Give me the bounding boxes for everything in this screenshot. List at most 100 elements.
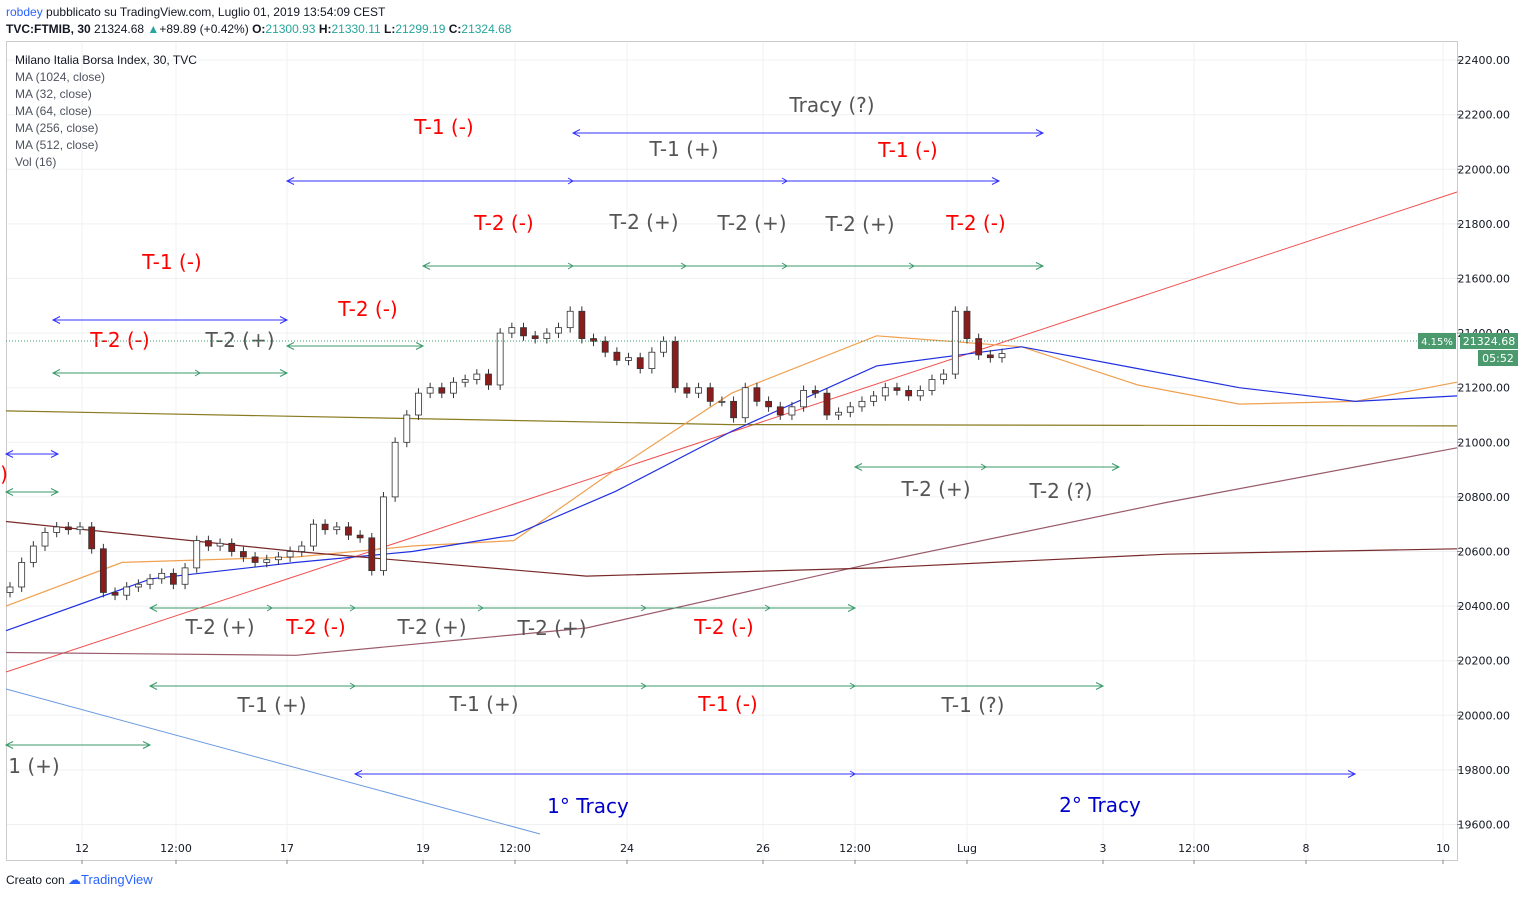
- arrow-head: [279, 369, 289, 377]
- candle-body: [963, 310, 971, 339]
- footer: Creato con ☁TradingView: [6, 872, 153, 888]
- candle: [263, 554, 271, 568]
- candle: [683, 382, 691, 399]
- candle: [99, 543, 107, 598]
- candle: [986, 350, 994, 363]
- annotation-label: T-1 (-): [697, 692, 758, 716]
- price-tick-label: 22400.00: [1458, 54, 1511, 67]
- arrow-head: [415, 342, 425, 350]
- arrow-head: [1111, 463, 1121, 471]
- arrow-head: [279, 316, 289, 324]
- candle: [461, 374, 469, 388]
- legend-item[interactable]: MA (512, close): [15, 138, 99, 152]
- candle-body: [88, 526, 96, 550]
- annotation-arrow: [571, 129, 1045, 137]
- candle-body: [695, 387, 702, 394]
- time-axis[interactable]: 12 12:00 17 19 12:00 24 26 12:00 Lug 3 12:00 8 10: [75, 842, 1450, 864]
- candle: [391, 437, 399, 502]
- annotation-label: T-2 (-): [693, 615, 754, 639]
- annotation-label: ): [0, 462, 8, 486]
- candles: [6, 306, 1006, 601]
- candle-body: [53, 526, 61, 533]
- candle: [76, 522, 84, 535]
- annotation-arrow: [148, 604, 857, 612]
- candle-body: [461, 379, 469, 383]
- time-tick-label: Lug: [957, 842, 977, 855]
- annotation-label: 2° Tracy: [1059, 793, 1141, 817]
- arrow-mid-mark: [194, 369, 201, 377]
- candle: [613, 347, 621, 366]
- candle-body: [683, 387, 691, 394]
- candle: [776, 401, 784, 420]
- price-tick-label: 21600.00: [1458, 273, 1511, 286]
- arrow-tail: [51, 369, 61, 377]
- legend-item[interactable]: MA (64, close): [15, 104, 92, 118]
- candle-body: [625, 357, 632, 361]
- candle: [741, 382, 749, 423]
- arrow-up-icon: ▲: [147, 22, 160, 36]
- candle-body: [508, 327, 516, 334]
- candle: [905, 385, 913, 401]
- arrow-head: [1035, 129, 1045, 137]
- candle-body: [590, 338, 597, 342]
- publish-line: robdey pubblicato su TradingView.com, Lu…: [6, 4, 511, 21]
- arrow-mid-mark: [680, 262, 687, 270]
- symbol-label[interactable]: TVC:FTMIB, 30: [6, 22, 91, 36]
- candle: [53, 522, 61, 538]
- candle-body: [753, 387, 761, 402]
- candle: [625, 352, 632, 366]
- price-tick-label: 22200.00: [1458, 109, 1511, 122]
- tradingview-logo-icon[interactable]: ☁: [68, 872, 82, 887]
- price-axis[interactable]: 22400.00 22200.00 22000.00 21800.00 21600.00…: [1457, 54, 1511, 832]
- candle-body: [811, 390, 819, 394]
- moving-averages: [5, 335, 1458, 656]
- legend-item[interactable]: MA (32, close): [15, 87, 92, 101]
- annotation-label: T-2 (?): [1029, 479, 1093, 503]
- arrow-mid-mark: [477, 604, 484, 612]
- candle: [788, 401, 796, 420]
- candle: [975, 333, 983, 360]
- open-label: O:: [252, 22, 266, 36]
- chart-header: robdey pubblicato su TradingView.com, Lu…: [6, 4, 511, 38]
- candle-body: [123, 586, 131, 596]
- candle: [940, 369, 948, 385]
- legend-item[interactable]: Vol (16): [15, 155, 57, 169]
- candle-body: [601, 340, 609, 353]
- candle: [298, 541, 306, 557]
- candle-body: [473, 373, 481, 380]
- legend-item[interactable]: MA (256, close): [15, 121, 99, 135]
- candle-body: [543, 332, 551, 339]
- candle-body: [438, 387, 446, 394]
- annotation-label: T-1 (-): [877, 138, 938, 162]
- candle-body: [415, 392, 422, 416]
- candle: [695, 382, 702, 399]
- price-tick-label: 20400.00: [1458, 600, 1511, 613]
- candle: [181, 562, 189, 590]
- annotation-label: T-2 (+): [204, 328, 274, 352]
- legend-item[interactable]: MA (1024, close): [15, 70, 106, 84]
- annotation-arrow: [421, 262, 1045, 270]
- candle: [310, 519, 317, 551]
- candle-body: [858, 400, 866, 408]
- candle-body: [228, 542, 236, 552]
- annotation-label: T-2 (+): [608, 210, 678, 234]
- candle-body: [905, 390, 913, 397]
- annotation-arrow: [51, 316, 289, 324]
- tradingview-link[interactable]: TradingView: [81, 872, 153, 887]
- annotation-label: T-2 (+): [516, 616, 586, 640]
- candle-body: [870, 395, 878, 402]
- author-link[interactable]: robdey: [6, 5, 43, 19]
- candle: [555, 322, 562, 339]
- legend-title[interactable]: Milano Italia Borsa Index, 30, TVC: [15, 53, 197, 67]
- arrow-mid-mark: [567, 262, 574, 270]
- candle: [251, 552, 259, 568]
- candle: [275, 552, 282, 565]
- price-tick-label: 22000.00: [1458, 163, 1511, 176]
- candle-body: [76, 526, 84, 531]
- price-tick-label: 20200.00: [1458, 655, 1511, 668]
- candle-body: [204, 540, 212, 547]
- price-tick-label: 21000.00: [1458, 436, 1511, 449]
- candle-body: [928, 379, 936, 391]
- annotation-label: T-1 (+): [648, 137, 718, 161]
